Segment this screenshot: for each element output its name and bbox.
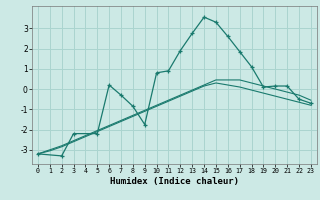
X-axis label: Humidex (Indice chaleur): Humidex (Indice chaleur) <box>110 177 239 186</box>
